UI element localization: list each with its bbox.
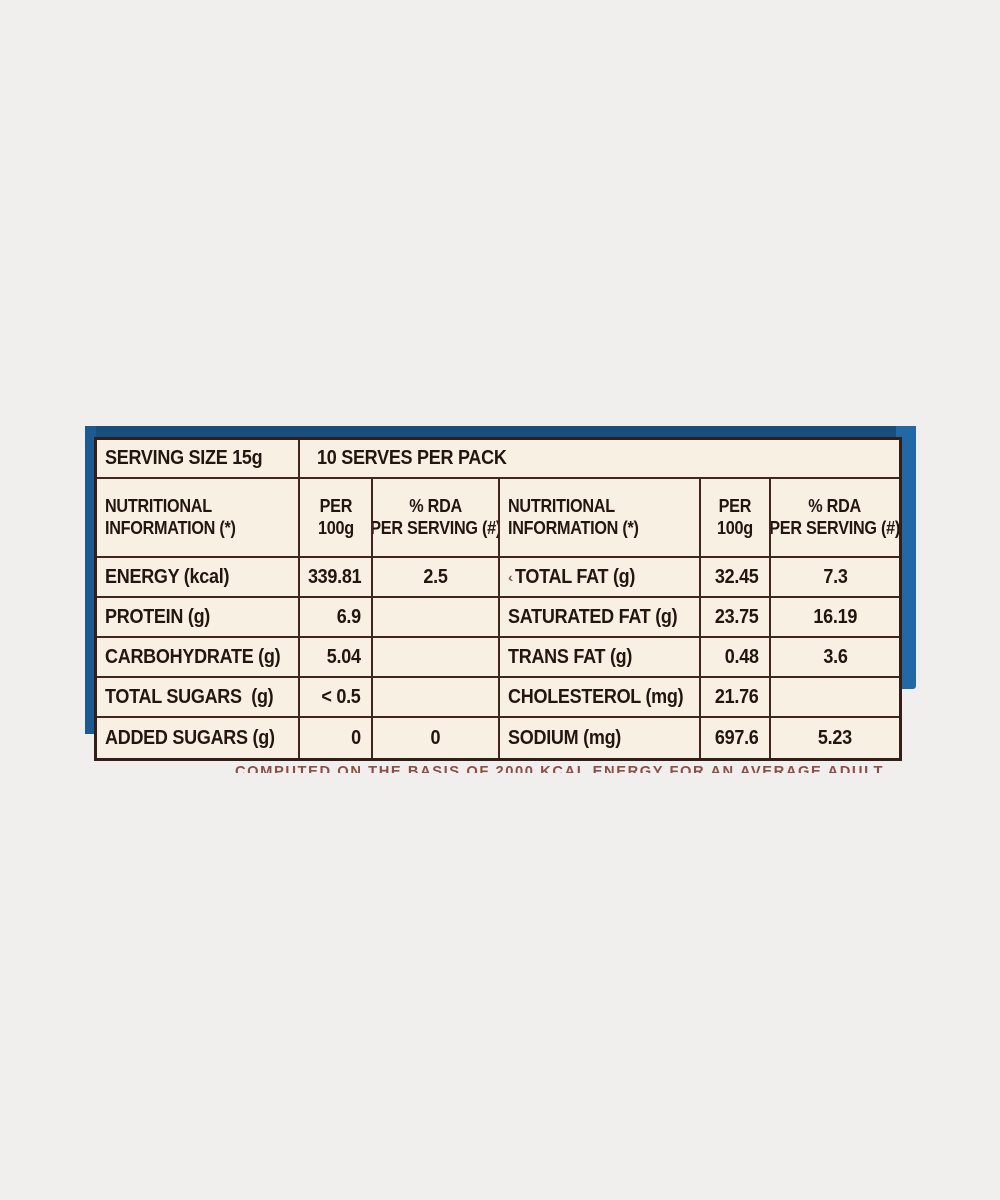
header-rda-per-serving-left: % RDA PER SERVING (#) [373, 479, 500, 558]
serves-per-pack-text: 10 SERVES PER PACK [317, 447, 507, 469]
trans-fat-rda-value: 3.6 [771, 638, 899, 678]
package-blue-edge-left [85, 426, 96, 734]
protein-rda-value [373, 598, 500, 638]
added-sugars-per-100g-value: 0 [300, 718, 373, 758]
package-blue-edge-top [85, 426, 916, 439]
nutrition-label: SERVING SIZE 15g 10 SERVES PER PACK NUTR… [85, 426, 916, 778]
sodium-per-100g-value: 697.6 [701, 718, 771, 758]
nutrient-label-added-sugars: ADDED SUGARS (g) [97, 718, 300, 758]
carbohydrate-per-100g-value: 5.04 [300, 638, 373, 678]
carbohydrate-rda-value [373, 638, 500, 678]
nutrient-label-energy: ENERGY (kcal) [97, 558, 300, 598]
total-sugars-rda-value [373, 678, 500, 718]
trans-fat-per-100g-value: 0.48 [701, 638, 771, 678]
added-sugars-rda-value: 0 [373, 718, 500, 758]
cholesterol-rda-value [771, 678, 899, 718]
energy-rda-value: 2.5 [373, 558, 500, 598]
header-nutritional-information-left: NUTRITIONAL INFORMATION (*) [97, 479, 300, 558]
saturated-fat-per-100g-value: 23.75 [701, 598, 771, 638]
nutrient-label-saturated-fat: SATURATED FAT (g) [500, 598, 701, 638]
footnote-cutoff: COMPUTED ON THE BASIS OF 2000 KCAL ENERG… [235, 765, 893, 773]
footnote-text: COMPUTED ON THE BASIS OF 2000 KCAL ENERG… [235, 765, 883, 773]
header-rda-per-serving-right: % RDA PER SERVING (#) [771, 479, 899, 558]
cholesterol-per-100g-value: 21.76 [701, 678, 771, 718]
scratch-mark: ‹ [506, 569, 514, 585]
total-fat-per-100g-value: 32.45 [701, 558, 771, 598]
total-fat-rda-value: 7.3 [771, 558, 899, 598]
nutrient-label-protein: PROTEIN (g) [97, 598, 300, 638]
header-nutritional-information-right: NUTRITIONAL INFORMATION (*) [500, 479, 701, 558]
nutrient-label-cholesterol: CHOLESTEROL (mg) [500, 678, 701, 718]
header-per-100g-right: PER 100g [701, 479, 771, 558]
nutrient-label-carbohydrate: CARBOHYDRATE (g) [97, 638, 300, 678]
nutrition-table: SERVING SIZE 15g 10 SERVES PER PACK NUTR… [94, 437, 902, 761]
sodium-rda-value: 5.23 [818, 726, 852, 749]
nutrient-label-trans-fat: TRANS FAT (g) [500, 638, 701, 678]
saturated-fat-rda-value: 16.19 [771, 598, 899, 638]
energy-per-100g-value: 339.81 [300, 558, 373, 598]
serving-size-cell: SERVING SIZE 15g [97, 440, 300, 479]
serving-size-text: SERVING SIZE 15g [105, 447, 263, 469]
nutrient-label-total-sugars: TOTAL SUGARS (g) [97, 678, 300, 718]
serves-per-pack-cell: 10 SERVES PER PACK [300, 440, 899, 479]
header-per-100g-left: PER 100g [300, 479, 373, 558]
total-sugars-per-100g-value: < 0.5 [300, 678, 373, 718]
nutrient-label-sodium: SODIUM (mg) [500, 718, 701, 758]
nutrient-label-total-fat: ‹ TOTAL FAT (g) [500, 558, 701, 598]
protein-per-100g-value: 6.9 [300, 598, 373, 638]
